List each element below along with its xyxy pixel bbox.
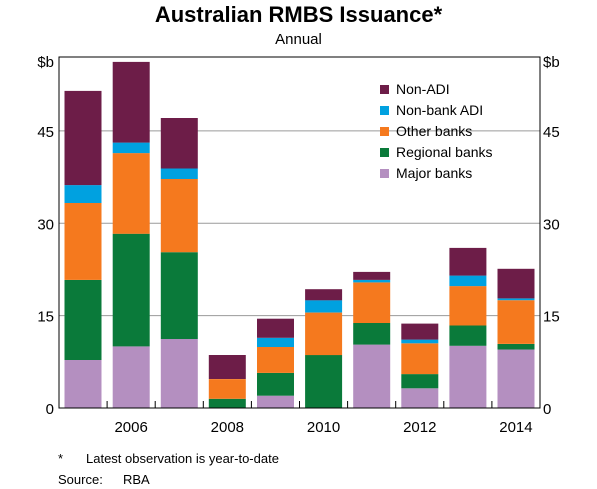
bar-segment [497,268,535,299]
bar-segment [497,300,535,344]
bar-segment [401,339,439,344]
legend-swatch [380,127,389,136]
bar-segment [208,379,246,399]
bar-segment [401,343,439,375]
bar-segment [64,90,102,186]
bar-segment [449,275,487,287]
bar-segment [64,279,102,360]
y-axis-label-left: $b [37,54,54,71]
legend-swatch [380,148,389,157]
bar-segment [353,282,391,323]
legend-label: Non-ADI [396,81,450,97]
y-tick-label-left: 15 [37,309,54,326]
legend-label: Regional banks [396,144,493,160]
bar-segment [449,345,487,408]
bar-segment [305,289,343,301]
bar-segment [112,153,150,234]
source-text: RBA [123,472,150,487]
bar-segment [112,142,150,154]
bar-segment [64,185,102,203]
legend-label: Other banks [396,123,472,139]
bar-segment [112,61,150,143]
bar-segment [353,279,391,283]
bar-segment [257,395,294,408]
x-tick-label: 2006 [114,419,147,436]
bar-segment [257,372,294,396]
x-tick-label: 2008 [211,419,244,436]
y-tick-label-left: 45 [37,124,54,141]
x-tick-label: 2010 [307,419,340,436]
legend-label: Non-bank ADI [396,102,483,118]
y-tick-label-left: 30 [37,216,54,233]
footnote-marker: * [58,451,64,466]
footnote-text: Latest observation is year-to-date [86,451,279,466]
bar-segment [208,355,246,379]
y-tick-label-left: 0 [46,401,54,418]
bar-segment [401,388,439,408]
bar-segment [160,178,198,253]
bar-segment [64,202,102,280]
bar-segment [257,337,294,347]
legend-swatch [380,169,389,178]
y-tick-label-right: 45 [543,124,560,141]
bar-segment [353,323,391,345]
source-label: Source: [58,472,103,487]
y-tick-label-right: 30 [543,216,560,233]
bar-segment [160,168,198,179]
bar-segment [449,247,487,276]
bar-segment [160,252,198,339]
bar-segment [160,118,198,169]
bar-segment [112,346,150,408]
bar-segment [112,233,150,347]
bar-segment [160,339,198,408]
bar-segment [257,318,294,338]
bar-segment [208,398,246,408]
bar-segment [497,344,535,350]
bar-segment [305,312,343,356]
bar-segment [449,286,487,326]
y-axis-label-right: $b [543,54,560,71]
bar-segment [401,323,439,340]
legend-swatch [380,85,389,94]
bar-segment [497,349,535,408]
bar-segment [401,374,439,389]
bar-segment [353,271,391,280]
legend-label: Major banks [396,165,472,181]
bar-segment [305,355,343,408]
bar-segment [449,325,487,346]
chart-subtitle: Annual [275,31,322,48]
legend-swatch [380,106,389,115]
bar-segment [353,344,391,408]
x-tick-label: 2012 [403,419,436,436]
y-tick-label-right: 0 [543,401,551,418]
bar-segment [497,298,535,301]
bar-segment [257,347,294,373]
x-tick-label: 2014 [499,419,532,436]
y-tick-label-right: 15 [543,309,560,326]
bar-segment [305,300,343,313]
chart-title: Australian RMBS Issuance* [154,2,443,27]
bar-segment [64,360,102,408]
